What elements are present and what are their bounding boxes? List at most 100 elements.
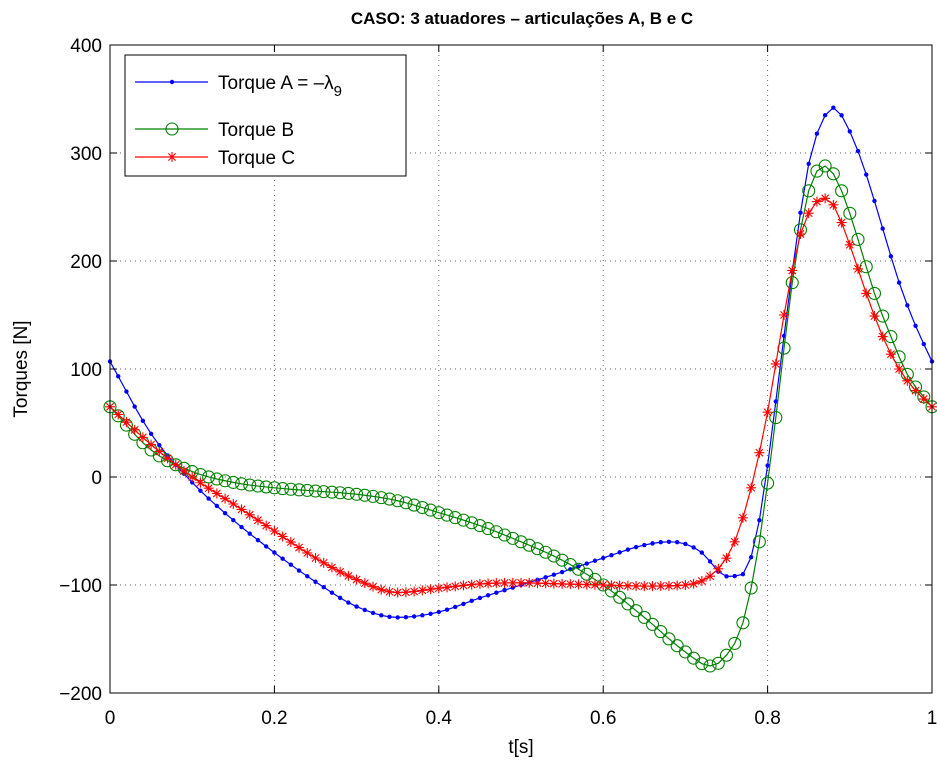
series-b-point: [719, 648, 734, 662]
series-c-point: [491, 578, 502, 589]
series-a-point: [864, 172, 869, 177]
series-b-point: [571, 562, 586, 576]
series-c-point: [795, 229, 806, 239]
series-a-point: [313, 579, 318, 584]
series-a-point: [625, 547, 631, 552]
series-a-point: [477, 595, 483, 601]
series-a-point: [395, 615, 400, 620]
series-b-point: [522, 538, 536, 552]
series-b-point: [374, 491, 388, 505]
series-a-point: [633, 544, 639, 550]
series-a-point: [592, 558, 598, 563]
series-b-point: [202, 470, 216, 484]
series-a-point: [543, 575, 548, 580]
series-c-point: [680, 580, 691, 590]
series-c-point: [310, 553, 321, 563]
series-a-point: [559, 569, 565, 575]
x-tick-label: 0.6: [590, 708, 616, 729]
series-b-point: [308, 484, 323, 498]
x-tick-label: 0.4: [426, 708, 453, 729]
series-c-point: [170, 459, 181, 470]
series-c-point: [754, 447, 765, 458]
series-c-point: [392, 587, 403, 598]
series-a-point: [411, 614, 417, 619]
series-c-point: [902, 375, 913, 386]
series-a-line: [109, 106, 933, 619]
series-c-point: [910, 385, 921, 396]
series-a-point: [888, 254, 894, 259]
series-a-point: [116, 374, 121, 379]
series-b-point: [736, 616, 750, 630]
series-a-point: [822, 113, 828, 118]
series-b-point: [300, 483, 314, 497]
series-b-point: [432, 506, 446, 520]
x-tick-label: 0: [105, 708, 116, 729]
series-a-point: [453, 604, 458, 610]
series-c-point: [137, 432, 148, 443]
series-c-point: [326, 562, 337, 573]
series-a-point: [354, 604, 359, 609]
legend-marker-c: [167, 152, 177, 162]
series-a-point: [855, 148, 861, 154]
series-b-point: [366, 489, 380, 503]
series-c-point: [285, 537, 296, 548]
series-a-group: [107, 105, 935, 620]
series-b-point: [563, 558, 577, 572]
series-a-point: [847, 129, 852, 134]
series-c-point: [573, 579, 584, 590]
series-a-point: [601, 555, 606, 561]
series-c-point: [861, 288, 872, 299]
series-a-point: [263, 544, 269, 549]
series-a-point: [379, 613, 384, 618]
series-a-point: [724, 574, 729, 579]
series-c-point: [598, 580, 609, 590]
series-c-point: [853, 263, 864, 274]
series-a-point: [740, 572, 746, 577]
series-a-point: [666, 539, 672, 544]
series-c-point: [359, 578, 370, 589]
series-c-point: [844, 239, 855, 250]
series-a-point: [617, 550, 622, 555]
series-c-point: [647, 581, 658, 592]
series-a-point: [609, 553, 614, 558]
series-c-point: [425, 584, 436, 595]
x-tick-label: 1: [927, 708, 937, 729]
series-c-point: [261, 520, 272, 531]
series-c-point: [663, 580, 674, 591]
series-c-point: [450, 581, 461, 592]
series-b-point: [752, 535, 766, 549]
series-c-point: [581, 579, 592, 590]
series-c-point: [779, 310, 790, 320]
series-b-point: [613, 590, 627, 604]
series-a-point: [872, 198, 877, 204]
series-b-point: [259, 480, 273, 494]
series-b-point: [473, 519, 487, 533]
series-b-point: [728, 636, 742, 650]
series-b-point: [243, 478, 257, 492]
series-a-point: [732, 573, 737, 579]
series-c-point: [277, 531, 288, 542]
series-b-point: [662, 632, 676, 646]
series-c-point: [442, 582, 453, 593]
series-c-point: [499, 577, 510, 588]
series-c-line: [109, 197, 933, 594]
series-c-point: [507, 577, 518, 588]
series-c-point: [614, 580, 625, 591]
series-b-point: [358, 488, 372, 502]
series-a-point: [798, 210, 803, 215]
series-a-point: [814, 131, 820, 136]
series-b-point: [645, 617, 660, 631]
series-b-point: [498, 528, 512, 542]
series-a-point: [584, 561, 589, 566]
series-c-point: [458, 580, 469, 591]
series-c-point: [622, 580, 633, 591]
series-a-point: [231, 518, 236, 523]
series-b-point: [456, 513, 471, 527]
series-a-point: [658, 540, 663, 545]
series-a-point: [674, 540, 680, 545]
series-b-point: [391, 494, 405, 508]
series-b-point: [276, 482, 290, 496]
series-a-point: [337, 595, 343, 601]
series-b-point: [761, 476, 775, 490]
series-c-point: [696, 575, 707, 586]
